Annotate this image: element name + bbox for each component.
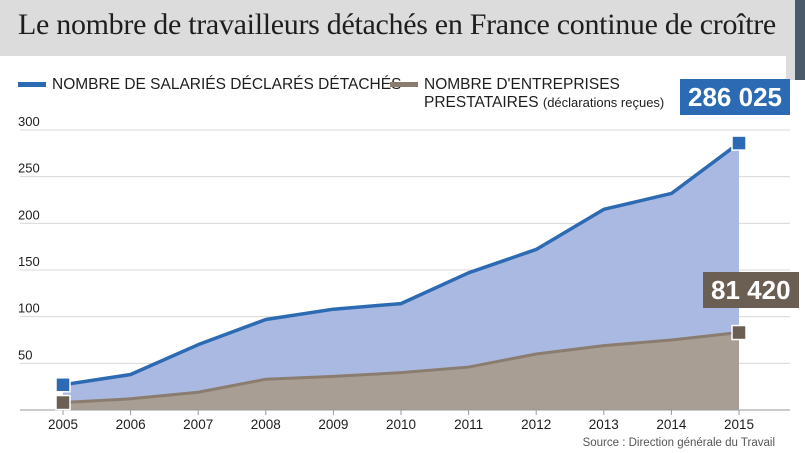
y-tick-label: 50 [18,347,32,362]
title-edge-accent [795,0,805,80]
x-tick-label: 2015 [724,417,754,432]
title-bar: Le nombre de travailleurs détachés en Fr… [0,0,786,56]
legend-label-series2-sub: (déclarations reçues) [542,95,665,110]
legend-label-series2-line2: PRESTATAIRES [424,94,539,111]
series1-first-marker [55,377,71,393]
x-tick-label: 2005 [48,417,78,432]
series2-last-marker [731,324,747,341]
series2-area [63,332,739,410]
x-tick-label: 2012 [521,417,551,432]
x-tick-label: 2006 [116,417,146,432]
series2-line [62,331,740,405]
y-tick-label: 300 [18,114,40,129]
series1-last-marker [731,135,747,151]
x-tick-label: 2009 [318,417,348,432]
legend-swatch-series2 [390,82,418,87]
series1-area [63,143,739,411]
series2-first-marker [55,394,71,411]
x-tick-label: 2011 [454,417,483,432]
legend-label-series1: NOMBRE DE SALARIÉS DÉCLARÉS DÉTACHÉS [52,76,402,93]
y-tick-label: 100 [18,301,40,316]
callout-series1-last: 286 025 [680,79,790,115]
x-tick-label: 2010 [386,417,416,432]
callout-series2-last: 81 420 [703,272,799,308]
source-note: Source : Direction générale du Travail [582,437,775,449]
legend-label-series2: NOMBRE D'ENTREPRISES PRESTATAIRES (décla… [424,76,664,112]
legend-swatch-series1 [18,82,46,87]
x-tick-label: 2008 [251,417,281,432]
y-tick-label: 150 [18,254,40,269]
y-tick-label: 200 [18,207,40,222]
x-tick-label: 2007 [183,417,213,432]
x-tick-label: 2013 [589,417,619,432]
x-tick-label: 2014 [656,417,687,432]
chart-title: Le nombre de travailleurs détachés en Fr… [18,8,776,41]
series1-line [62,141,741,387]
y-tick-label: 250 [18,161,40,176]
legend-label-series2-line1: NOMBRE D'ENTREPRISES [424,76,620,93]
